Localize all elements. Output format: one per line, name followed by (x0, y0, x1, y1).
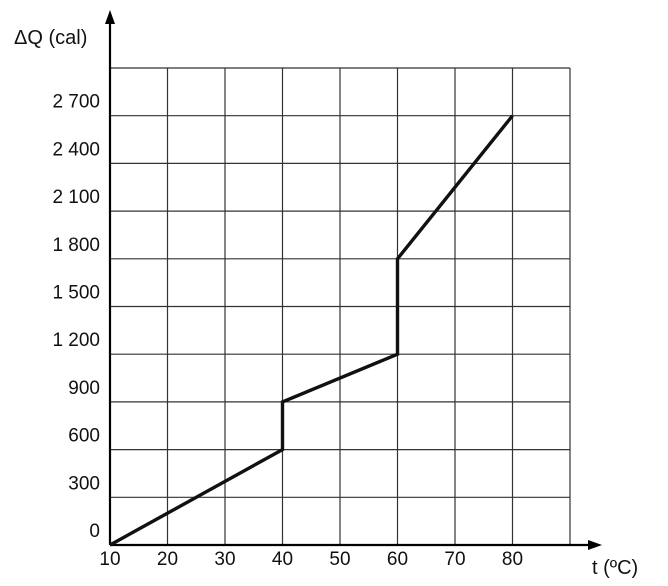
y-tick-label: 2 700 (52, 92, 100, 113)
y-axis-label: ΔQ (cal) (14, 27, 87, 49)
axes (105, 10, 602, 550)
y-tick-label: 900 (68, 378, 100, 399)
x-tick-label: 20 (157, 549, 178, 570)
y-axis-arrow-icon (105, 10, 115, 24)
series-group (109, 114, 514, 547)
x-tick-label: 60 (387, 549, 408, 570)
y-tick-label: 1 800 (52, 235, 100, 256)
y-tick-label: 600 (68, 426, 100, 447)
x-tick-label: 40 (272, 549, 293, 570)
x-tick-label: 50 (329, 549, 350, 570)
x-tick-label: 70 (444, 549, 465, 570)
y-tick-label: 1 200 (52, 330, 100, 351)
y-tick-label: 0 (89, 521, 100, 542)
y-tick-label: 1 500 (52, 283, 100, 304)
y-tick-label: 2 400 (52, 139, 100, 160)
y-tick-labels: 0 300 600 900 1 200 1 500 1 800 2 100 2 400 2 700 (52, 92, 100, 542)
x-tick-label: 10 (99, 549, 120, 570)
y-tick-label: 300 (68, 473, 100, 494)
grid (110, 67, 571, 545)
x-tick-label: 30 (214, 549, 235, 570)
x-axis-arrow-icon (588, 540, 602, 550)
x-tick-label: 80 (502, 549, 523, 570)
y-tick-label: 2 100 (52, 187, 100, 208)
series-line (109, 114, 514, 547)
x-axis-label: t (ºC) (592, 557, 638, 579)
x-tick-labels: 10 20 30 40 50 60 70 80 (99, 549, 523, 570)
